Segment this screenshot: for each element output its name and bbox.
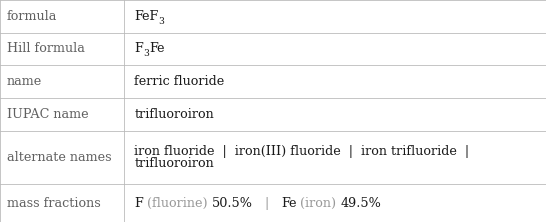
Text: F: F xyxy=(134,42,143,56)
Text: alternate names: alternate names xyxy=(7,151,111,164)
Text: FeF: FeF xyxy=(134,10,158,23)
Text: (iron): (iron) xyxy=(296,197,341,210)
Text: name: name xyxy=(7,75,42,88)
Text: 49.5%: 49.5% xyxy=(341,197,382,210)
Text: |: | xyxy=(253,197,281,210)
Text: Hill formula: Hill formula xyxy=(7,42,85,56)
Text: F: F xyxy=(134,197,143,210)
Text: IUPAC name: IUPAC name xyxy=(7,108,88,121)
Text: 3: 3 xyxy=(158,17,164,26)
Text: trifluoroiron: trifluoroiron xyxy=(134,108,214,121)
Text: 3: 3 xyxy=(143,49,149,58)
Text: Fe: Fe xyxy=(149,42,164,56)
Text: mass fractions: mass fractions xyxy=(7,197,100,210)
Text: iron fluoride  |  iron(III) fluoride  |  iron trifluoride  |: iron fluoride | iron(III) fluoride | iro… xyxy=(134,145,470,158)
Text: Fe: Fe xyxy=(281,197,296,210)
Text: 50.5%: 50.5% xyxy=(212,197,253,210)
Text: formula: formula xyxy=(7,10,57,23)
Text: ferric fluoride: ferric fluoride xyxy=(134,75,224,88)
Text: (fluorine): (fluorine) xyxy=(143,197,212,210)
Text: trifluoroiron: trifluoroiron xyxy=(134,157,214,170)
